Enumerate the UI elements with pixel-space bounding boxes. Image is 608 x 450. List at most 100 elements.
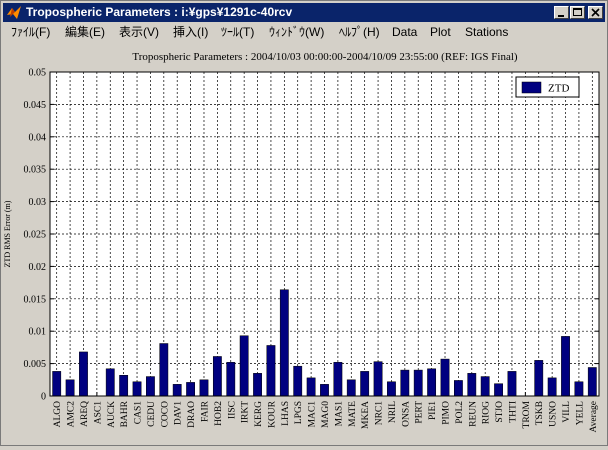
menu-view[interactable]: 表示(V) <box>119 25 159 39</box>
bar-fair <box>199 379 209 397</box>
maximize-icon <box>573 8 582 16</box>
bar-dav1 <box>172 384 182 397</box>
bar-vill <box>561 336 570 397</box>
bar-lhas <box>279 289 289 397</box>
menu-data[interactable]: Data <box>392 25 418 39</box>
bars <box>49 71 600 397</box>
y-tick-label: 0.01 <box>29 327 47 338</box>
x-tick-label: AMC2 <box>67 401 77 428</box>
bar-reun <box>467 373 477 397</box>
bar-kour <box>266 345 276 397</box>
menu-plot[interactable]: Plot <box>430 25 451 39</box>
menu-file[interactable]: ﾌｧｲﾙ(F) <box>11 25 51 39</box>
legend[interactable]: ZTD <box>515 76 580 98</box>
x-tick-label: AUCK <box>107 401 117 428</box>
menu-insert[interactable]: 挿入(I) <box>173 25 209 39</box>
y-tick-label: 0.035 <box>24 165 47 176</box>
title-bar[interactable]: Tropospheric Parameters : i:¥gps¥1291c-4… <box>3 3 605 22</box>
axes-frame <box>49 71 600 397</box>
x-tick-label: RIOG <box>482 401 492 424</box>
bar-algo <box>52 371 62 397</box>
menu-edit[interactable]: 編集(E) <box>65 25 105 39</box>
bar-pol2 <box>454 380 463 397</box>
x-tick-label: ASC1 <box>93 401 103 424</box>
menu-window[interactable]: ｳｨﾝﾄﾞｳ(W) <box>269 25 325 39</box>
y-tick-labels: 0 0.005 0.01 0.015 0.02 0.025 0.03 0.035 0.04 0.0… <box>24 68 47 403</box>
x-tick-label: LPGS <box>294 401 304 424</box>
bar-drao <box>186 382 195 397</box>
menu-help[interactable]: ﾍﾙﾌﾟ(H) <box>339 25 380 39</box>
bar-stjo <box>494 383 503 397</box>
y-tick-label: 0.045 <box>24 100 47 111</box>
x-tick-label: COCO <box>160 401 170 428</box>
bar-pimo <box>440 358 450 397</box>
minimize-button[interactable] <box>554 6 569 19</box>
x-tick-label: FAIR <box>200 400 210 422</box>
x-tick-label: BAHR <box>120 400 130 427</box>
bar-thti <box>507 371 517 397</box>
x-tick-label: NRIL <box>388 401 398 423</box>
figure-area: Tropospheric Parameters : 2004/10/03 00:… <box>1 43 607 445</box>
x-tick-label: ONSA <box>401 401 411 427</box>
grid-lines <box>50 71 599 397</box>
bar-iisc <box>226 362 236 397</box>
menu-bar: ﾌｧｲﾙ(F) 編集(E) 表示(V) 挿入(I) ﾂｰﾙ(T) ｳｨﾝﾄﾞｳ(… <box>3 23 605 42</box>
bar-riog <box>480 376 490 397</box>
bar-mac1 <box>306 377 316 397</box>
bar-areq <box>79 351 88 397</box>
x-tick-label: DAV1 <box>174 401 184 425</box>
y-tick-label: 0.025 <box>24 230 47 241</box>
y-tick-label: 0.05 <box>29 68 47 79</box>
y-tick-label: 0.02 <box>29 262 47 273</box>
menu-tools[interactable]: ﾂｰﾙ(T) <box>221 25 255 39</box>
y-tick-label: 0.03 <box>29 197 47 208</box>
minimize-icon <box>558 15 564 17</box>
window-title: Tropospheric Parameters : i:¥gps¥1291c-4… <box>26 5 293 19</box>
bar-hob2 <box>212 356 222 397</box>
bar-mas1 <box>333 362 343 397</box>
matlab-icon <box>7 6 21 19</box>
menu-stations[interactable]: Stations <box>465 25 509 39</box>
bar-kerg <box>253 373 262 397</box>
bar-nrc1 <box>373 361 383 397</box>
bar-amc2 <box>65 379 75 397</box>
x-tick-label: YELL <box>575 401 585 425</box>
close-icon <box>591 8 600 17</box>
bar-cedu <box>146 376 155 397</box>
x-tick-label: PIMO <box>442 401 452 425</box>
x-tick-label: HOB2 <box>214 401 224 426</box>
bar-yell <box>574 381 584 397</box>
legend-swatch <box>521 81 542 94</box>
x-tick-label: KOUR <box>267 400 277 428</box>
x-tick-label: TSKB <box>535 401 545 425</box>
bar-tskb <box>534 360 544 397</box>
x-tick-label: AREQ <box>80 401 90 427</box>
bar-nril <box>387 381 396 397</box>
x-tick-label: PERT <box>415 401 425 424</box>
x-tick-label: VILL <box>562 401 572 423</box>
x-tick-label: IRKT <box>241 401 251 423</box>
x-tick-label: IISC <box>227 401 237 419</box>
x-tick-label: REUN <box>468 401 478 427</box>
close-button[interactable] <box>588 6 603 19</box>
x-tick-label: USNO <box>549 401 559 427</box>
y-tick-label: 0.015 <box>24 294 47 305</box>
x-tick-label: Average <box>589 401 599 432</box>
x-tick-label: NRC1 <box>375 401 385 426</box>
bar-onsa <box>400 369 410 397</box>
x-tick-label: POL2 <box>455 401 465 424</box>
x-tick-label: LHAS <box>281 401 291 426</box>
y-axis-label: ZTD RMS Error (m) <box>3 200 12 267</box>
bar-bahr <box>119 375 129 397</box>
maximize-button[interactable] <box>570 6 585 19</box>
legend-label: ZTD <box>548 83 569 95</box>
bar-lpgs <box>293 365 303 397</box>
x-tick-label: DRAO <box>187 401 197 428</box>
bar-pie1 <box>427 368 437 397</box>
x-tick-label: KERG <box>254 401 264 427</box>
x-tick-labels: ALGO AMC2 AREQ ASC1 AUCK BAHR CAS1 CEDU COCO DAV1… <box>53 400 599 432</box>
x-tick-label: STJO <box>495 401 505 423</box>
bar-mag0 <box>320 384 329 397</box>
x-tick-label: MATE <box>348 401 358 427</box>
